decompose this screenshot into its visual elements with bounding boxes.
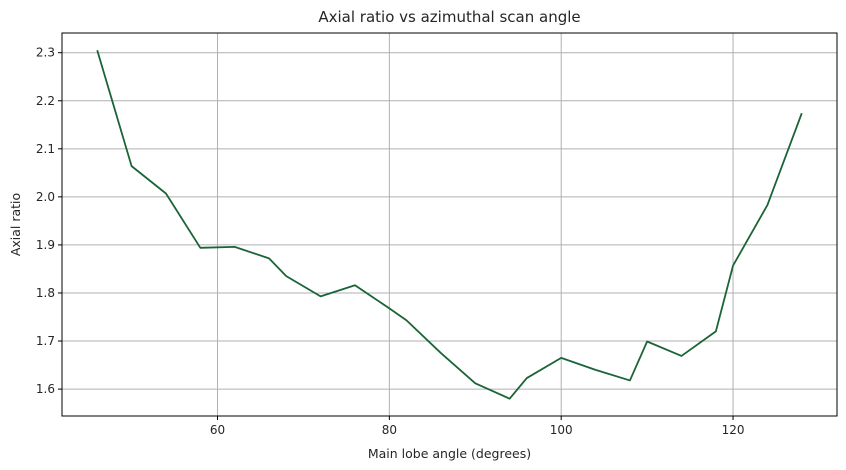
y-tick-label: 2.0 bbox=[36, 190, 55, 204]
plot-area bbox=[62, 33, 837, 416]
y-tick-label: 2.1 bbox=[36, 142, 55, 156]
y-tick-label: 2.3 bbox=[36, 46, 55, 60]
y-tick-label: 1.7 bbox=[36, 334, 55, 348]
series-layer bbox=[96, 50, 803, 400]
grid-lines bbox=[62, 33, 837, 416]
plot-frame bbox=[61, 32, 838, 417]
x-tick-label: 60 bbox=[210, 423, 225, 437]
y-tick-label: 1.6 bbox=[36, 382, 55, 396]
x-axis-label: Main lobe angle (degrees) bbox=[368, 446, 531, 461]
series-line bbox=[96, 50, 803, 400]
y-axis-ticks: 1.6 1.7 1.8 1.9 2.0 2.1 2.2 2.3 bbox=[36, 46, 62, 396]
y-tick-label: 1.8 bbox=[36, 286, 55, 300]
x-tick-label: 100 bbox=[550, 423, 573, 437]
chart-title: Axial ratio vs azimuthal scan angle bbox=[318, 8, 580, 26]
y-tick-label: 1.9 bbox=[36, 238, 55, 252]
y-axis-label: Axial ratio bbox=[8, 193, 23, 256]
y-tick-label: 2.2 bbox=[36, 94, 55, 108]
x-tick-label: 80 bbox=[382, 423, 397, 437]
x-axis-ticks: 60 80 100 120 bbox=[210, 416, 745, 437]
x-tick-label: 120 bbox=[722, 423, 745, 437]
